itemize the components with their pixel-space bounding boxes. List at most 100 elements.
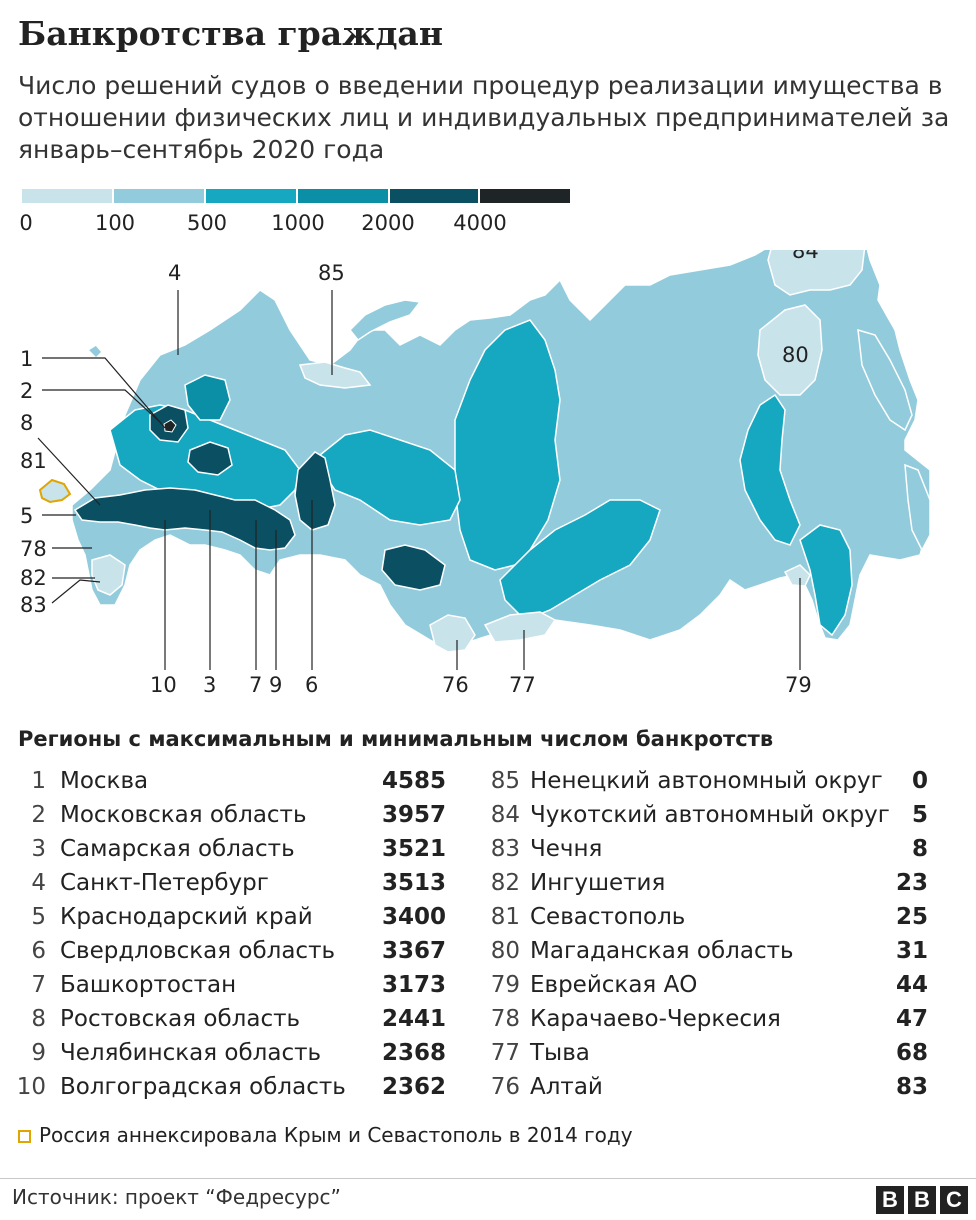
top-regions-list: 1 Москва 4585 2 Московская область 3957 3 Сам… [0,766,460,1106]
list-item: 4 Санкт-Петербург 3513 [0,868,460,902]
legend-tick-1000: 1000 [271,211,325,235]
rank-number: 80 [490,938,520,964]
color-legend: 0 100 500 1000 2000 4000 [19,189,570,239]
legend-tick-2000: 2000 [361,211,415,235]
region-volga-dark [187,441,233,476]
list-item: 2 Московская область 3957 [0,800,460,834]
region-moscow-city [163,419,177,433]
list-item: 78 Карачаево-Черкесия 47 [470,1004,960,1038]
callout-5: 5 [20,504,33,528]
legend-bin-1 [114,189,204,203]
region-value: 3521 [381,836,446,862]
region-value: 3957 [381,802,446,828]
rank-number: 78 [490,1006,520,1032]
region-value: 2368 [381,1040,446,1066]
region-value: 3400 [381,904,446,930]
region-value: 3513 [381,870,446,896]
callout-7: 7 [249,673,262,697]
rank-number: 85 [490,768,520,794]
crimea-marker-icon [18,1130,31,1143]
region-value: 47 [895,1006,928,1032]
region-name: Свердловская область [60,938,336,964]
callout-85: 85 [318,261,345,285]
page-title: Банкротства граждан [18,14,443,53]
region-name: Волгоградская область [60,1074,346,1100]
region-crimea [38,478,72,504]
region-name: Чечня [530,836,603,862]
legend-tick-100: 100 [94,211,136,235]
list-item: 76 Алтай 83 [470,1072,960,1106]
legend-bin-2 [206,189,296,203]
region-name: Москва [60,768,149,794]
legend-bin-3 [298,189,388,203]
region-value: 0 [911,768,928,794]
region-name: Алтай [530,1074,603,1100]
callout-10: 10 [150,673,177,697]
region-name: Тыва [530,1040,590,1066]
bbc-logo-letter: B [908,1186,936,1214]
region-primorye [799,524,853,637]
list-item: 82 Ингушетия 23 [470,868,960,902]
region-value: 23 [895,870,928,896]
page-subtitle: Число решений судов о введении процедур … [18,71,950,164]
callout-80: 80 [782,343,809,367]
list-item: 81 Севастополь 25 [470,902,960,936]
list-item: 79 Еврейская АО 44 [470,970,960,1004]
rank-number: 76 [490,1074,520,1100]
callout-6: 6 [305,673,318,697]
list-item: 10 Волгоградская область 2362 [0,1072,460,1106]
rank-number: 81 [490,904,520,930]
region-name: Севастополь [530,904,686,930]
region-name: Магаданская область [530,938,794,964]
bbc-logo-letter: C [940,1186,968,1214]
callout-3: 3 [203,673,216,697]
callout-78: 78 [20,537,47,561]
region-magadan [757,304,823,396]
rank-number: 79 [490,972,520,998]
legend-bin-4 [390,189,478,203]
list-item: 84 Чукотский автономный округ 5 [470,800,960,834]
region-kaliningrad [86,344,104,360]
footer-divider [0,1178,976,1179]
russia-map: 4 85 84 80 1 2 8 81 5 78 82 83 10 3 7 9 … [0,221,976,710]
rank-number: 8 [31,1006,46,1032]
callout-83: 83 [20,593,47,617]
callout-77: 77 [509,673,536,697]
region-name: Еврейская АО [530,972,698,998]
region-value: 25 [895,904,928,930]
rank-number: 5 [31,904,46,930]
rank-number: 7 [31,972,46,998]
rankings-title: Регионы с максимальным и минимальным чис… [18,727,774,751]
callout-82: 82 [20,566,47,590]
region-value: 2362 [381,1074,446,1100]
list-item: 3 Самарская область 3521 [0,834,460,868]
crimea-note: Россия аннексировала Крым и Севастополь … [18,1123,633,1147]
region-south-band [73,487,296,551]
region-sverdlovsk [294,451,336,531]
legend-tick-500: 500 [186,211,228,235]
callout-84: 84 [792,250,819,263]
bottom-regions-list: 85 Ненецкий автономный округ 0 84 Чукотский… [470,766,960,1106]
rank-number: 6 [31,938,46,964]
region-value: 5 [911,802,928,828]
crimea-note-text: Россия аннексировала Крым и Севастополь … [39,1123,633,1147]
list-item: 1 Москва 4585 [0,766,460,800]
region-name: Ингушетия [530,870,666,896]
region-tuva [483,611,557,643]
callout-lines [37,290,801,670]
region-value: 83 [895,1074,928,1100]
list-item: 83 Чечня 8 [470,834,960,868]
legend-tick-4000: 4000 [453,211,507,235]
callout-4: 4 [168,261,181,285]
region-value: 68 [895,1040,928,1066]
rank-number: 10 [16,1074,46,1100]
list-item: 6 Свердловская область 3367 [0,936,460,970]
rank-number: 82 [490,870,520,896]
region-west-siberia [319,429,461,526]
legend-bin-0 [22,189,112,203]
region-name: Краснодарский край [60,904,313,930]
legend-bin-5 [480,189,570,203]
list-item: 85 Ненецкий автономный округ 0 [470,766,960,800]
list-item: 7 Башкортостан 3173 [0,970,460,1004]
list-item: 80 Магаданская область 31 [470,936,960,970]
